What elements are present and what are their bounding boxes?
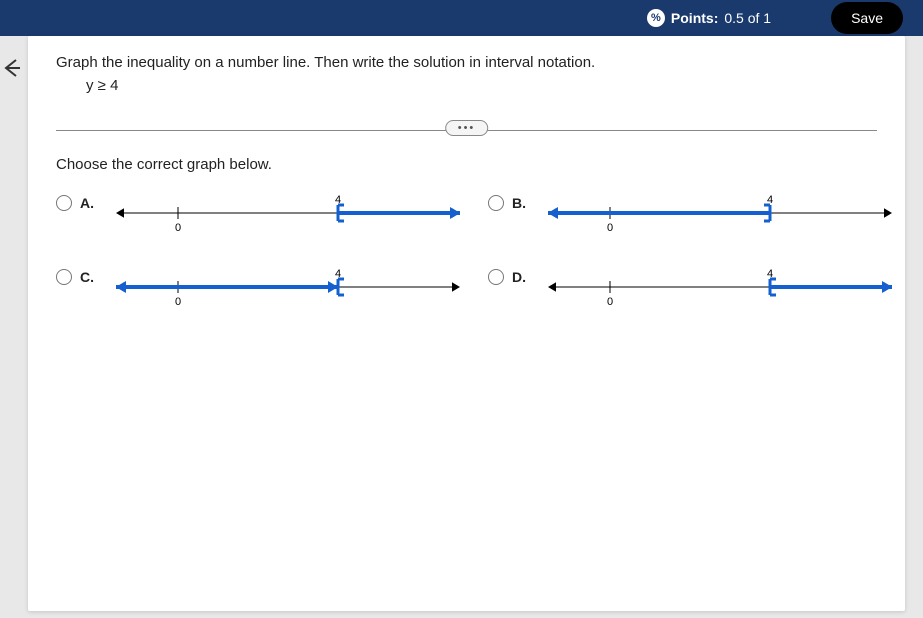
radio-d[interactable] — [488, 269, 504, 285]
option-c-label: C. — [80, 269, 100, 285]
question-panel: Graph the inequality on a number line. T… — [28, 36, 905, 611]
divider-row: ••• — [56, 118, 877, 142]
svg-text:0: 0 — [607, 222, 613, 234]
option-a-label: A. — [80, 195, 100, 211]
option-b[interactable]: B. 04 — [488, 193, 900, 237]
save-button[interactable]: Save — [831, 2, 903, 34]
radio-c[interactable] — [56, 269, 72, 285]
radio-a[interactable] — [56, 195, 72, 211]
numberline-a: 04 — [108, 193, 468, 237]
options-grid: A. 04 B. 04 C. 04 D. 04 — [56, 193, 877, 311]
option-d[interactable]: D. 04 — [488, 267, 900, 311]
svg-text:0: 0 — [175, 296, 181, 308]
choose-prompt: Choose the correct graph below. — [56, 156, 877, 173]
numberline-b: 04 — [540, 193, 900, 237]
option-c[interactable]: C. 04 — [56, 267, 468, 311]
percent-icon: % — [647, 9, 665, 27]
numberline-d: 04 — [540, 267, 900, 311]
numberline-c: 04 — [108, 267, 468, 311]
option-b-label: B. — [512, 195, 532, 211]
svg-text:0: 0 — [175, 222, 181, 234]
points-value: 0.5 of 1 — [724, 10, 771, 26]
points-display: % Points: 0.5 of 1 — [647, 9, 771, 27]
header-bar: % Points: 0.5 of 1 Save — [0, 0, 923, 36]
question-prompt: Graph the inequality on a number line. T… — [56, 54, 877, 71]
radio-b[interactable] — [488, 195, 504, 211]
question-inequality: y ≥ 4 — [86, 77, 877, 94]
svg-text:0: 0 — [607, 296, 613, 308]
points-label: Points: — [671, 10, 718, 26]
back-arrow-icon[interactable] — [2, 58, 22, 84]
expand-dots-button[interactable]: ••• — [445, 120, 489, 136]
option-d-label: D. — [512, 269, 532, 285]
option-a[interactable]: A. 04 — [56, 193, 468, 237]
